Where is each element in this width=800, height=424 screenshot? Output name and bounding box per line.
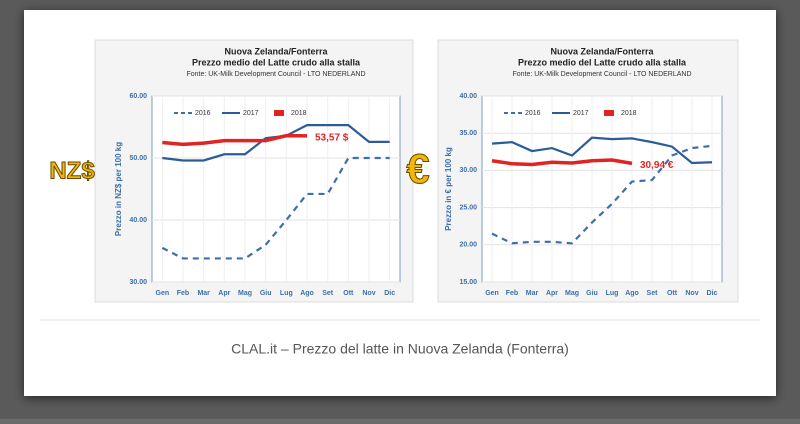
currency-badge: €	[406, 145, 429, 192]
currency-badge: NZ$	[49, 157, 95, 184]
series-line	[491, 144, 713, 245]
y-tick-label: 25.00	[459, 204, 477, 211]
x-tick-label: Mar	[526, 290, 539, 297]
chart-title: Nuova Zelanda/Fonterra	[550, 46, 654, 56]
x-tick-label: Lug	[280, 290, 293, 297]
x-tick-label: Set	[647, 290, 659, 297]
x-tick-label: Giu	[586, 290, 598, 297]
chart-title: Nuova Zelanda/Fonterra	[224, 46, 328, 56]
chart-subtitle: Prezzo medio del Latte crudo alla stalla	[192, 57, 361, 67]
y-axis-label: Prezzo in € per 100 kg	[444, 147, 453, 231]
y-tick-label: 35.00	[459, 130, 477, 137]
x-tick-label: Nov	[685, 290, 698, 297]
y-tick-label: 60.00	[129, 93, 147, 100]
x-tick-label: Ago	[300, 290, 314, 297]
y-tick-label: 30.00	[129, 279, 147, 286]
x-tick-label: Apr	[546, 290, 558, 297]
legend-label: 2016	[525, 110, 541, 117]
legend-swatch	[604, 110, 614, 116]
x-tick-label: Mag	[238, 290, 252, 297]
value-label: 53,57 $	[315, 133, 349, 144]
x-tick-label: Ott	[343, 290, 354, 297]
x-tick-label: Giu	[260, 290, 272, 297]
legend-label: 2018	[621, 110, 637, 117]
x-tick-label: Ago	[625, 290, 639, 297]
plot-area	[481, 95, 723, 283]
series-line	[491, 158, 633, 167]
legend-label: 2017	[573, 110, 589, 117]
legend-label: 2016	[195, 110, 211, 117]
x-tick-label: Ott	[667, 290, 678, 297]
x-tick-label: Apr	[218, 290, 230, 297]
y-tick-label: 30.00	[459, 167, 477, 174]
legend-label: 2018	[291, 110, 307, 117]
legend-swatch	[274, 110, 284, 116]
series-line	[491, 136, 713, 165]
x-tick-label: Lug	[606, 290, 619, 297]
y-axis-label: Prezzo in NZ$ per 100 kg	[114, 142, 123, 236]
chart-subtitle: Prezzo medio del Latte crudo alla stalla	[518, 57, 687, 67]
value-label: 30,94 €	[640, 160, 674, 171]
y-tick-label: 50.00	[129, 155, 147, 162]
x-tick-label: Gen	[485, 290, 499, 297]
chart-source: Fonte: UK-Milk Development Council - LTO…	[186, 71, 365, 78]
caption: CLAL.it – Prezzo del latte in Nuova Zela…	[231, 341, 569, 357]
x-tick-label: Dic	[384, 290, 395, 297]
x-tick-label: Dic	[707, 290, 718, 297]
series-line	[162, 133, 308, 147]
x-tick-label: Feb	[177, 290, 189, 297]
y-tick-label: 40.00	[129, 217, 147, 224]
x-tick-label: Mag	[565, 290, 579, 297]
legend-label: 2017	[243, 110, 259, 117]
x-tick-label: Gen	[156, 290, 170, 297]
chart-source: Fonte: UK-Milk Development Council - LTO…	[512, 71, 691, 78]
series-line	[161, 156, 390, 260]
x-tick-label: Nov	[362, 290, 375, 297]
x-tick-label: Set	[322, 290, 334, 297]
plot-area	[151, 95, 401, 283]
y-tick-label: 40.00	[459, 93, 477, 100]
x-tick-label: Feb	[506, 290, 518, 297]
y-tick-label: 20.00	[459, 242, 477, 249]
y-tick-label: 15.00	[459, 279, 477, 286]
x-tick-label: Mar	[197, 290, 210, 297]
